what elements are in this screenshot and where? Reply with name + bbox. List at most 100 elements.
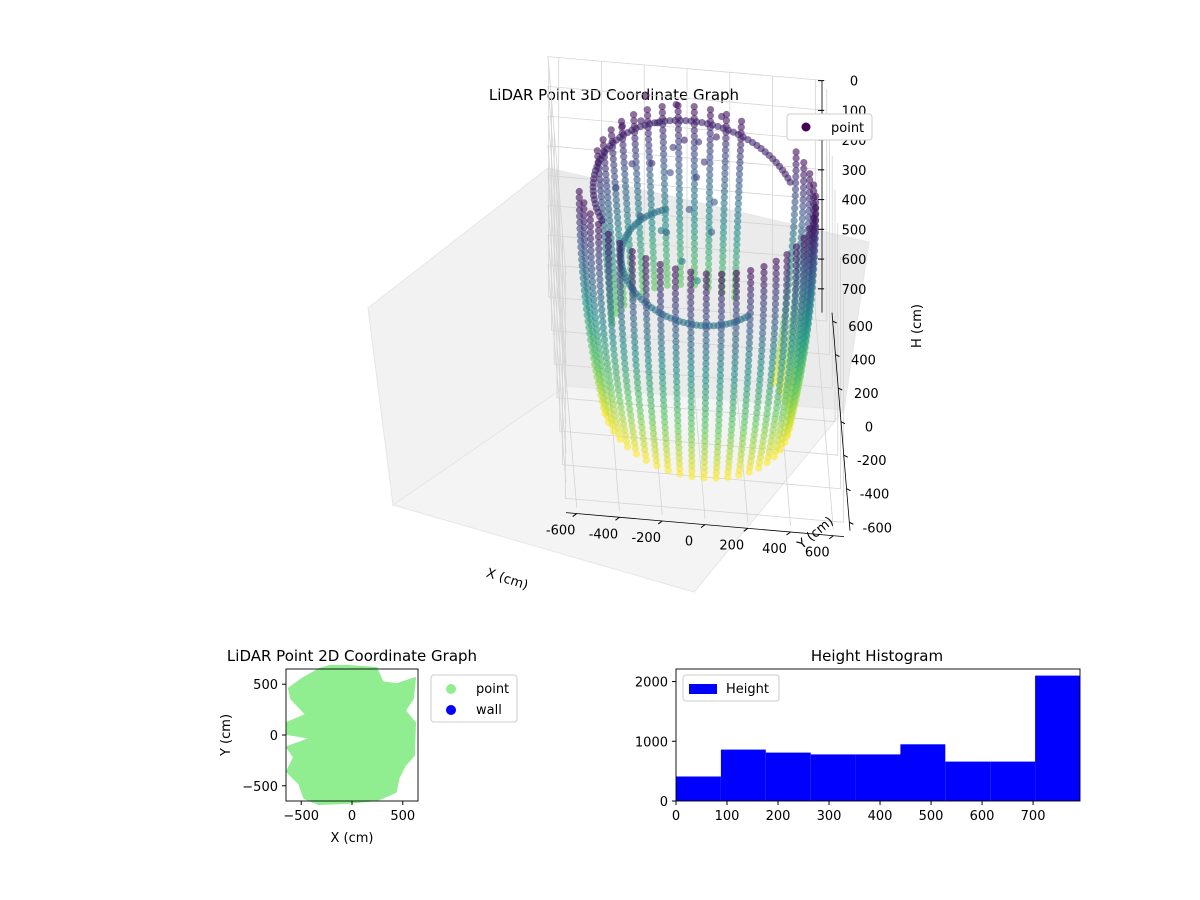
lidar-point: [799, 277, 807, 285]
lidar-point: [706, 141, 714, 149]
lidar-point: [591, 314, 600, 322]
lidar-point: [747, 452, 756, 460]
lidar-point: [587, 234, 595, 243]
lidar-point: [715, 405, 723, 413]
chart-histogram-legend-swatch: [689, 684, 717, 694]
lidar-point: [770, 336, 778, 344]
lidar-point: [646, 391, 655, 399]
lidar-point: [752, 420, 760, 428]
x-tick: [700, 524, 706, 529]
lidar-point: [798, 215, 806, 223]
lidar-point: [596, 175, 604, 183]
lidar-point: [656, 273, 664, 281]
lidar-point: [687, 414, 695, 422]
chart-3d-legend-label: point: [831, 121, 864, 136]
lidar-point: [687, 352, 695, 360]
lidar-point: [725, 452, 734, 460]
lidar-point: [642, 285, 650, 293]
lidar-point: [702, 276, 710, 284]
lidar-point: [764, 453, 772, 461]
lidar-point: [790, 210, 799, 219]
lidar-point: [594, 226, 603, 235]
lidar-point: [692, 173, 701, 181]
z-tick-label: 400: [842, 194, 867, 209]
lidar-point: [663, 263, 671, 271]
lidar-point: [610, 406, 619, 414]
lidar-point: [738, 440, 747, 448]
lidar-point: [743, 390, 751, 398]
lidar-point: [628, 266, 636, 274]
lidar-point: [660, 413, 669, 421]
lidar-point: [687, 436, 696, 444]
lidar-point: [789, 328, 797, 336]
lidar-point: [630, 117, 638, 125]
lidar-point: [767, 376, 775, 384]
lidar-point: [610, 161, 618, 169]
x-tick-label: 500: [390, 809, 415, 824]
lidar-point: [631, 444, 640, 452]
lidar-point: [612, 190, 620, 198]
lidar-point: [581, 236, 589, 244]
chart-histogram-legend-box: [682, 674, 780, 702]
lidar-point: [637, 247, 645, 255]
lidar-point: [718, 276, 726, 285]
lidar-point: [705, 248, 713, 256]
lidar-point: [725, 458, 733, 466]
lidar-point: [739, 434, 747, 442]
lidar-point: [747, 267, 755, 275]
histogram-bar: [945, 761, 991, 801]
lidar-point: [674, 125, 683, 133]
lidar-point: [634, 187, 642, 196]
lidar-point: [639, 429, 647, 437]
lidar-point: [626, 405, 634, 413]
lidar-point: [769, 426, 777, 434]
lidar-point: [616, 239, 624, 247]
lidar-point: [702, 270, 710, 278]
lidar-point: [812, 203, 820, 212]
lidar-point: [805, 249, 814, 257]
lidar-point: [606, 303, 615, 311]
lidar-point: [676, 470, 684, 478]
lidar-point: [718, 283, 726, 291]
lidar-point: [596, 276, 604, 284]
x-tick: [743, 527, 749, 532]
lidar-point: [673, 400, 681, 408]
lidar-point: [786, 178, 794, 186]
lidar-point: [662, 239, 670, 248]
lidar-point: [657, 315, 665, 323]
lidar-point: [690, 257, 699, 265]
lidar-point: [731, 353, 739, 361]
chart-2d-legend-marker-point: [446, 684, 456, 694]
lidar-point: [604, 193, 612, 202]
lidar-point: [623, 437, 631, 445]
lidar-point: [652, 451, 660, 459]
lidar-point: [746, 297, 755, 305]
lidar-point: [721, 164, 729, 172]
lidar-point: [618, 123, 626, 131]
lidar-point: [657, 327, 665, 335]
lidar-point: [610, 345, 618, 353]
lidar-point: [662, 228, 671, 237]
lidar-point: [656, 285, 665, 293]
chart-histogram: Height Histogram 0 100 200 300 400 500 600 7000…: [635, 647, 1081, 824]
lidar-point: [805, 255, 813, 263]
lidar-point: [714, 432, 722, 440]
lidar-point: [662, 434, 670, 442]
lidar-point: [659, 385, 667, 393]
lidar-point: [582, 260, 590, 269]
chart-3d-points: [575, 92, 820, 482]
lidar-point: [662, 251, 671, 259]
lidar-point: [586, 222, 595, 230]
lidar-point: [674, 422, 682, 430]
lidar-point: [800, 171, 808, 179]
lidar-point: [790, 316, 798, 324]
lidar-point: [617, 312, 626, 320]
lidar-point: [675, 155, 683, 163]
lidar-point: [687, 329, 695, 337]
lidar-point: [796, 319, 805, 327]
lidar-point: [606, 285, 614, 293]
lidar-point: [773, 442, 781, 450]
y-tick: [843, 454, 848, 458]
lidar-point: [606, 297, 614, 305]
lidar-point: [690, 150, 698, 158]
